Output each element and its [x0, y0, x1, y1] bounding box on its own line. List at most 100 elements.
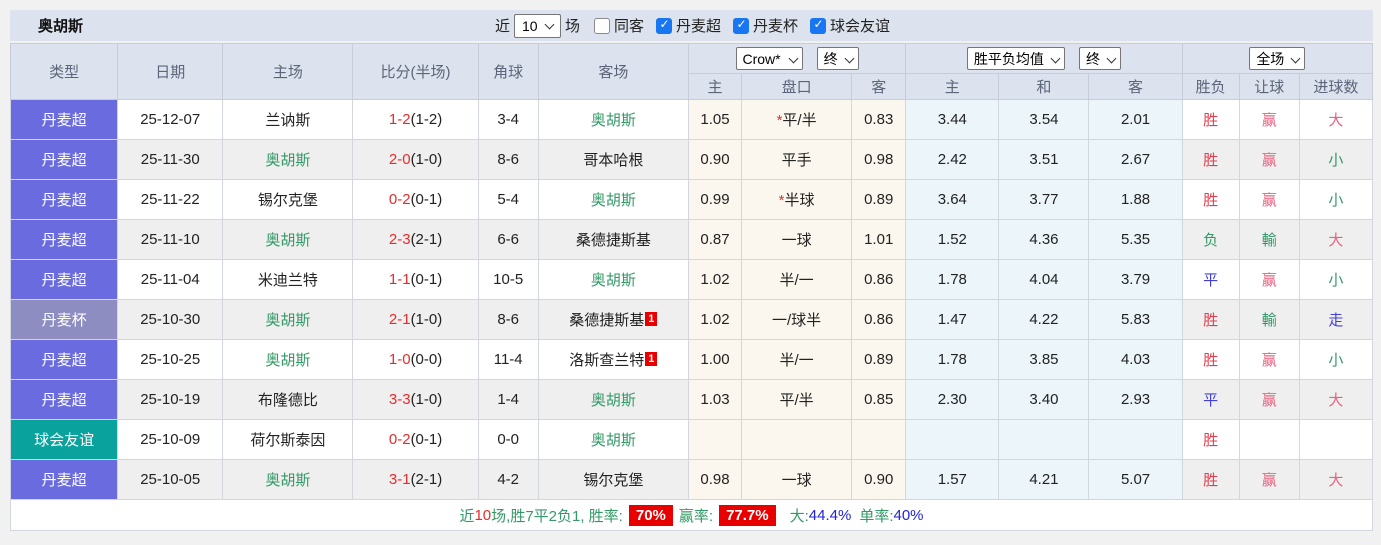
home-cell: 兰讷斯: [222, 99, 354, 140]
win-rate-badge: 70%: [628, 504, 673, 526]
avg-away-cell: 3.79: [1088, 259, 1183, 300]
handicap-star: *: [776, 112, 783, 129]
goals-result-text: 小: [1328, 272, 1344, 289]
date-cell: 25-10-19: [117, 379, 224, 420]
date-cell: 25-10-25: [117, 339, 224, 380]
type-cell: 丹麦超: [9, 259, 119, 300]
avg-away-cell: 4.03: [1088, 339, 1183, 380]
avg-away-cell: 2.93: [1088, 379, 1183, 420]
avg-time-select[interactable]: 终: [1079, 47, 1122, 70]
away-cell: 哥本哈根: [537, 139, 689, 180]
halftime-score: (0-1): [410, 431, 443, 448]
handicap-star: *: [778, 192, 785, 209]
goals-result-cell: [1298, 419, 1374, 460]
handicap-result-cell: 赢: [1238, 99, 1300, 140]
col-type: 类型: [9, 43, 119, 100]
date-cell: 25-11-22: [117, 179, 224, 220]
avg-away-cell: 1.88: [1088, 179, 1183, 220]
handicap-result-text: 赢: [1261, 392, 1277, 409]
table-row: 丹麦杯 25-10-30 奥胡斯 2-1(1-0) 8-6 桑德捷斯基 1 1.0…: [9, 299, 1374, 340]
home-cell: 奥胡斯: [222, 219, 354, 260]
fulltime-score: 0-2: [388, 431, 411, 448]
league-checkbox[interactable]: [656, 17, 672, 34]
avg-draw-cell: 3.51: [998, 139, 1090, 180]
odds-selects-cell: Crow* 终: [687, 43, 907, 74]
table-row: 丹麦超 25-11-10 奥胡斯 2-3(2-1) 6-6 桑德捷斯基 0.87…: [9, 219, 1374, 260]
home-team: 奥胡斯: [265, 232, 311, 249]
result-cell: 胜: [1181, 459, 1240, 500]
home-odds-cell: 1.03: [687, 379, 743, 420]
odds-company-select[interactable]: Crow*: [735, 47, 803, 70]
handicap-result-cell: 赢: [1238, 459, 1300, 500]
halftime-score: (2-1): [410, 231, 443, 248]
odd-rate-label: 单率:: [859, 507, 894, 525]
away-cell: 奥胡斯: [537, 99, 689, 140]
result-cell: 胜: [1181, 139, 1240, 180]
home-cell: 米迪兰特: [222, 259, 354, 300]
summary-count: 10: [474, 506, 492, 524]
goals-result-cell: 小: [1298, 259, 1374, 300]
home-team: 奥胡斯: [265, 312, 311, 329]
away-team: 奥胡斯: [590, 392, 636, 409]
avg-home-cell: 2.30: [905, 379, 1000, 420]
handicap-result-text: 赢: [1261, 152, 1277, 169]
score-cell: 0-2(0-1): [352, 419, 479, 460]
handicap-result-text: 赢: [1261, 192, 1277, 209]
col-away: 客场: [537, 43, 689, 100]
away-odds-cell: 0.98: [851, 139, 907, 180]
handicap-cell: 一/球半: [740, 299, 853, 340]
date-cell: 25-10-30: [117, 299, 224, 340]
result-text: 胜: [1203, 312, 1219, 329]
scope-select[interactable]: 全场: [1249, 47, 1306, 70]
col-odds-home: 主: [687, 73, 743, 100]
home-odds-cell: 0.98: [687, 459, 743, 500]
cup-checkbox[interactable]: [733, 17, 750, 34]
col-result: 胜负: [1181, 73, 1240, 100]
score-cell: 3-3(1-0): [352, 379, 479, 420]
handicap-rate-badge: 77.7%: [719, 504, 776, 526]
avg-draw-cell: 3.54: [998, 99, 1090, 140]
handicap-text: 平/半: [779, 392, 814, 409]
halftime-score: (2-1): [410, 471, 443, 488]
avg-selects-cell: 胜平负均值 终: [905, 43, 1183, 74]
handicap-result-text: 輸: [1261, 232, 1277, 249]
corner-cell: 0-0: [477, 419, 539, 460]
goals-result-cell: 大: [1298, 459, 1374, 500]
handicap-result-cell: 赢: [1238, 339, 1300, 380]
corner-cell: 8-6: [477, 299, 539, 340]
handicap-cell: *平/半: [740, 99, 853, 140]
avg-type-select[interactable]: 胜平负均值: [966, 47, 1065, 70]
corner-cell: 4-2: [477, 459, 539, 500]
odds-time-select[interactable]: 终: [816, 47, 859, 70]
away-team: 哥本哈根: [583, 152, 644, 169]
date-cell: 25-10-05: [117, 459, 224, 500]
home-team: 荷尔斯泰因: [250, 432, 326, 449]
corner-cell: 6-6: [477, 219, 539, 260]
table-row: 丹麦超 25-10-05 奥胡斯 3-1(2-1) 4-2 锡尔克堡 0.98 …: [9, 459, 1374, 500]
league-label: 丹麦超: [676, 18, 722, 35]
home-cell: 锡尔克堡: [222, 179, 354, 220]
friendly-checkbox[interactable]: [810, 17, 827, 34]
result-text: 胜: [1203, 352, 1219, 369]
away-odds-cell: 0.85: [851, 379, 907, 420]
score-cell: 0-2(0-1): [352, 179, 479, 220]
avg-home-cell: 1.52: [905, 219, 1000, 260]
home-odds-cell: 0.90: [687, 139, 743, 180]
type-cell: 球会友谊: [9, 419, 119, 460]
corner-cell: 11-4: [477, 339, 539, 380]
home-team: 兰讷斯: [265, 112, 311, 129]
col-date: 日期: [117, 43, 224, 100]
handicap-text: 一/球半: [771, 312, 822, 329]
avg-draw-cell: 4.22: [998, 299, 1090, 340]
handicap-cell: 半/一: [740, 259, 853, 300]
avg-draw-cell: 4.36: [998, 219, 1090, 260]
date-cell: 25-12-07: [117, 99, 224, 140]
summary-record: 场,胜7平2负1, 胜率:: [491, 507, 623, 525]
goals-result-cell: 大: [1298, 99, 1374, 140]
home-team: 米迪兰特: [257, 272, 318, 289]
handicap-result-text: 赢: [1261, 352, 1277, 369]
match-count-select[interactable]: 10: [513, 13, 561, 38]
away-team: 奥胡斯: [590, 432, 636, 449]
halftime-score: (1-0): [410, 391, 443, 408]
same-venue-checkbox[interactable]: [593, 17, 610, 34]
